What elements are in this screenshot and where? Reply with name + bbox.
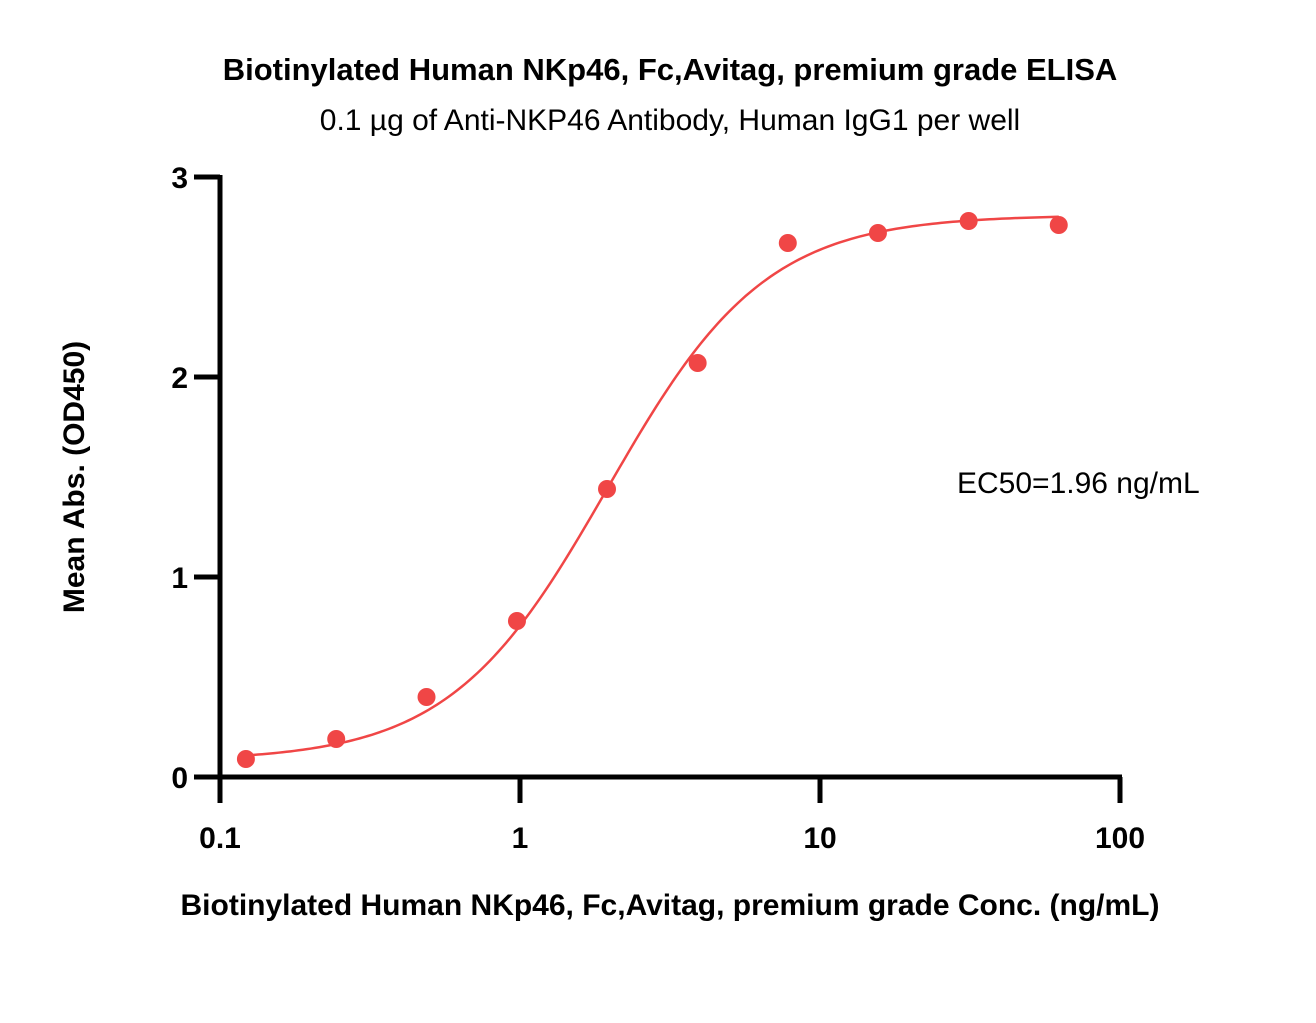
x-axis-label: Biotinylated Human NKp46, Fc,Avitag, pre…	[181, 889, 1160, 922]
x-tick-label: 100	[1095, 822, 1145, 855]
data-point	[598, 480, 617, 498]
data-point	[1049, 216, 1068, 234]
data-point	[327, 730, 346, 748]
axes	[217, 175, 1122, 780]
y-tick-label: 1	[171, 562, 188, 595]
ec50-annotation: EC50=1.96 ng/mL	[957, 467, 1200, 500]
chart-subtitle: 0.1 µg of Anti-NKP46 Antibody, Human IgG…	[320, 104, 1020, 137]
x-tick-label: 1	[512, 822, 529, 855]
ticks: 0 1 2 3 0.1 1 10 100	[171, 162, 1145, 855]
x-tick-label: 10	[803, 822, 836, 855]
data-point	[959, 212, 978, 230]
y-tick-label: 2	[171, 362, 188, 395]
chart-title: Biotinylated Human NKp46, Fc,Avitag, pre…	[223, 52, 1118, 87]
y-tick-label: 3	[171, 162, 188, 195]
data-point	[868, 224, 887, 242]
data-point	[688, 354, 707, 372]
data-point	[507, 612, 526, 630]
y-tick-label: 0	[171, 762, 188, 795]
data-point	[417, 688, 436, 706]
data-points	[236, 212, 1068, 768]
data-point	[236, 750, 255, 768]
y-axis-label: Mean Abs. (OD450)	[58, 341, 91, 613]
data-point	[778, 234, 797, 252]
fit-curve	[245, 215, 1059, 757]
x-tick-label: 0.1	[199, 822, 241, 855]
